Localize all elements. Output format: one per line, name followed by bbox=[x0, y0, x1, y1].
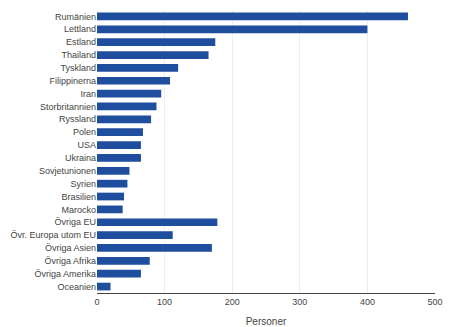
svg-text:Ryssland: Ryssland bbox=[59, 114, 96, 124]
svg-text:Syrien: Syrien bbox=[70, 179, 96, 189]
svg-text:Tyskland: Tyskland bbox=[60, 63, 96, 73]
svg-text:Oceanien: Oceanien bbox=[57, 282, 96, 292]
svg-text:500: 500 bbox=[427, 297, 442, 307]
svg-text:Övriga Afrika: Övriga Afrika bbox=[44, 256, 96, 266]
svg-text:Brasilien: Brasilien bbox=[61, 192, 96, 202]
svg-text:Sovjetunionen: Sovjetunionen bbox=[39, 166, 96, 176]
svg-text:Ukraina: Ukraina bbox=[65, 153, 96, 163]
svg-text:Övr. Europa utom EU: Övr. Europa utom EU bbox=[10, 230, 96, 240]
svg-text:Polen: Polen bbox=[73, 127, 96, 137]
svg-text:USA: USA bbox=[77, 140, 96, 150]
svg-text:Estland: Estland bbox=[66, 37, 96, 47]
svg-text:Iran: Iran bbox=[80, 89, 96, 99]
svg-text:Storbritannien: Storbritannien bbox=[40, 102, 96, 112]
svg-text:400: 400 bbox=[360, 297, 375, 307]
svg-text:300: 300 bbox=[292, 297, 307, 307]
svg-text:Personer: Personer bbox=[246, 316, 287, 327]
svg-text:100: 100 bbox=[157, 297, 172, 307]
svg-text:0: 0 bbox=[94, 297, 99, 307]
svg-text:Lettland: Lettland bbox=[64, 24, 96, 34]
svg-text:200: 200 bbox=[225, 297, 240, 307]
svg-text:Rumänien: Rumänien bbox=[55, 12, 96, 22]
svg-text:Övriga EU: Övriga EU bbox=[54, 217, 96, 227]
svg-text:Thailand: Thailand bbox=[61, 50, 96, 60]
svg-text:Övriga Asien: Övriga Asien bbox=[45, 243, 96, 253]
svg-text:Marocko: Marocko bbox=[61, 205, 96, 215]
svg-text:Övriga Amerika: Övriga Amerika bbox=[34, 269, 96, 279]
svg-text:Filippinerna: Filippinerna bbox=[49, 76, 96, 86]
